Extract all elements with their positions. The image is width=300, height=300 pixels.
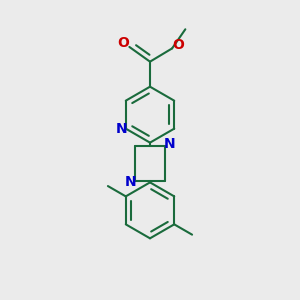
Text: O: O bbox=[172, 38, 184, 52]
Text: O: O bbox=[118, 35, 129, 50]
Text: N: N bbox=[163, 137, 175, 151]
Text: N: N bbox=[125, 176, 137, 189]
Text: N: N bbox=[116, 122, 127, 136]
